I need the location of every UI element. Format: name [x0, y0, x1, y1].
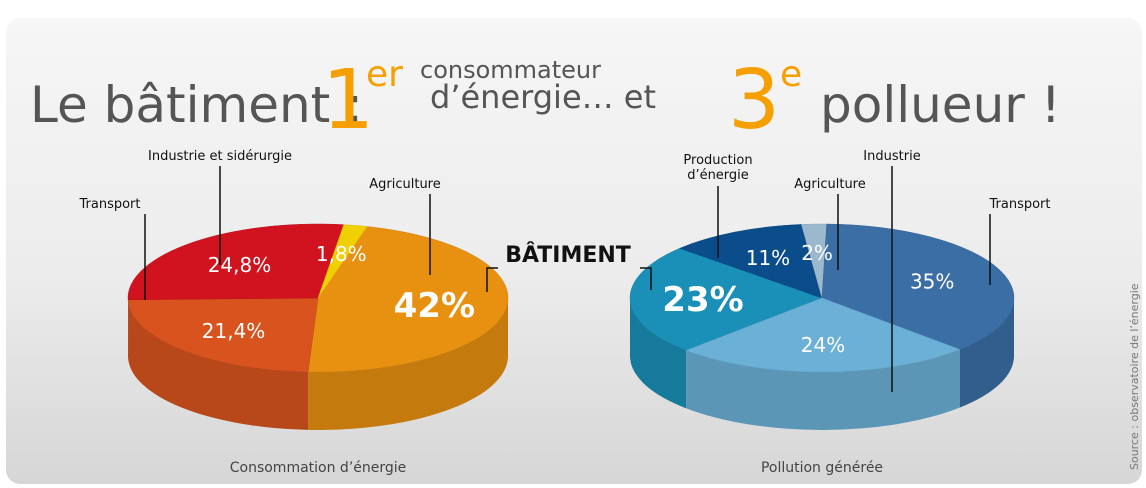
slice [629, 248, 823, 351]
value-label: 24% [801, 333, 845, 357]
slice-side [128, 299, 309, 430]
title-tail: pollueur ! [820, 76, 1061, 134]
category-label: Agriculture [369, 177, 441, 192]
title-lower: d’énergie… et [430, 78, 656, 116]
label-line: d’énergie [687, 168, 749, 183]
slice-side [630, 298, 687, 409]
slice [127, 223, 345, 301]
category-label: Production d’énergie [683, 153, 752, 183]
category-label: Industrie et sidérurgie [148, 149, 292, 164]
pie-tops [127, 223, 509, 373]
value-label: 2% [801, 241, 833, 265]
title-suffix: e [780, 54, 802, 95]
chart-title: Pollution générée [761, 460, 883, 476]
slice [317, 224, 368, 299]
slice [678, 224, 823, 299]
title-lead: Le bâtiment : [30, 76, 363, 134]
title: Le bâtiment : 1 er consommateur d’énergi… [30, 53, 1061, 148]
leader-line [640, 267, 652, 290]
slice-side [308, 298, 508, 431]
value-label: 23% [662, 280, 743, 320]
value-label: 1,8% [316, 242, 367, 266]
shared-label: BÂTIMENT [505, 242, 631, 268]
slice [821, 223, 1015, 350]
slice [127, 297, 319, 373]
category-label: Industrie [863, 149, 920, 164]
category-label: Transport [988, 197, 1050, 212]
value-label: 24,8% [208, 253, 272, 277]
title-suffix: er [366, 54, 403, 95]
label-line: Production [683, 153, 752, 168]
title-number: 1 [322, 53, 374, 148]
pie-sides [128, 298, 508, 431]
value-label: 11% [746, 246, 790, 270]
category-label: Transport [78, 197, 140, 212]
source: Source : observatoire de l’énergie [1128, 283, 1141, 470]
title-number: 3 [728, 53, 780, 148]
category-label: Agriculture [794, 177, 866, 192]
leader-line [486, 267, 498, 292]
chart-title: Consommation d’énergie [230, 460, 407, 476]
value-label: 21,4% [202, 319, 266, 343]
value-label: 42% [394, 286, 475, 326]
title-upper: consommateur [420, 56, 601, 84]
value-label: 35% [910, 270, 954, 294]
slice [307, 226, 509, 373]
